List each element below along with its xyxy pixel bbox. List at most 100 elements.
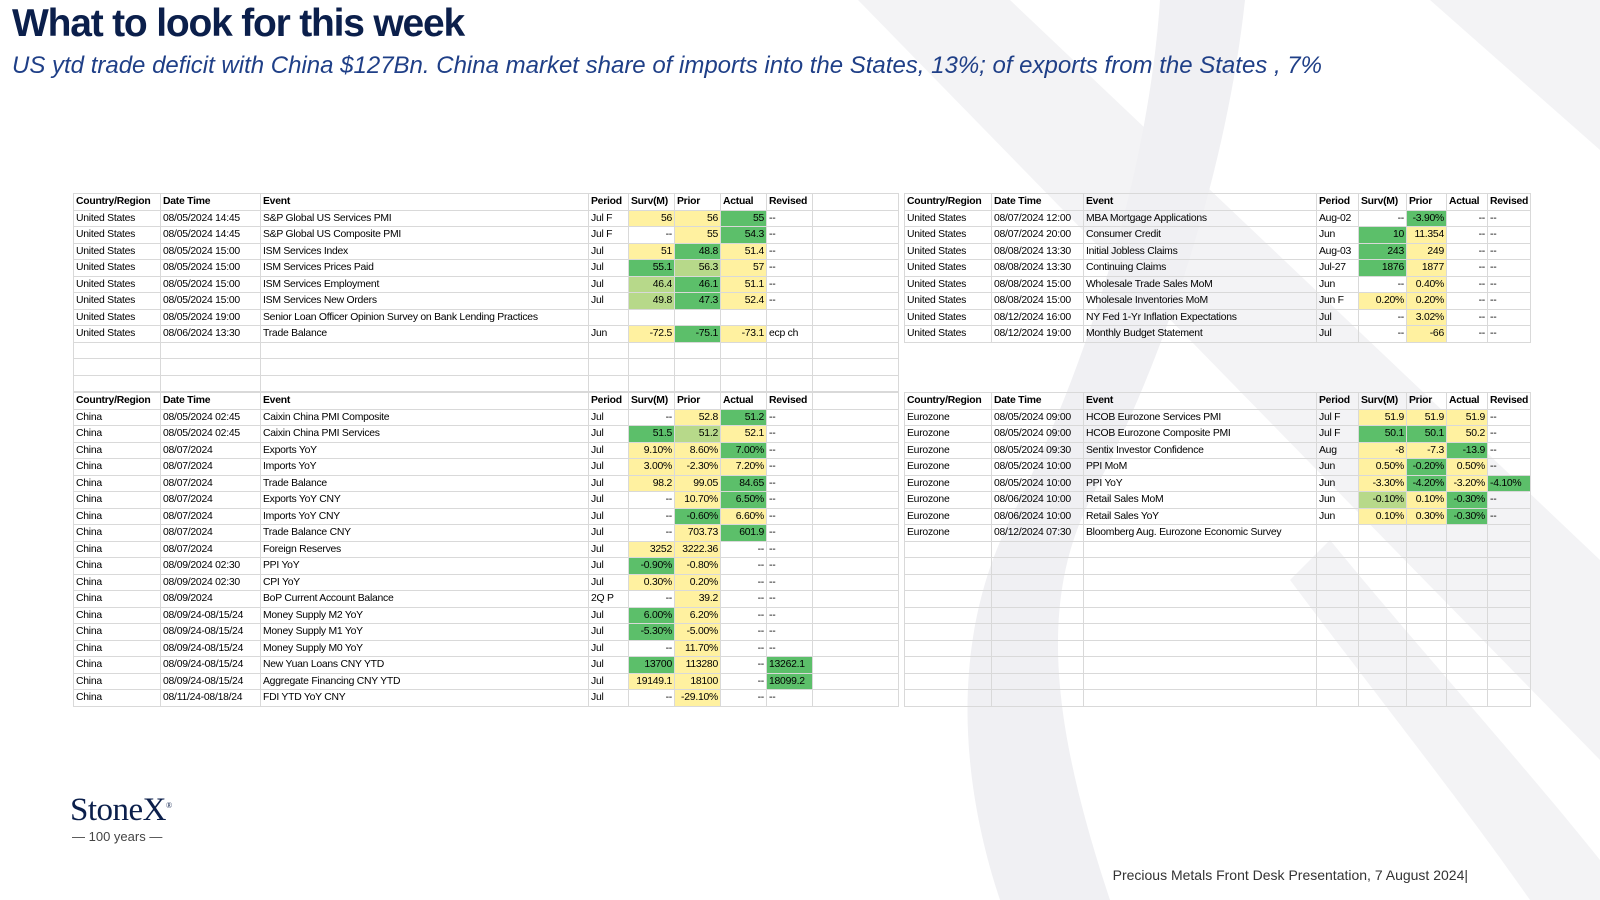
cell-dt: 08/05/2024 10:00 — [991, 458, 1084, 476]
empty-cell — [1486, 623, 1532, 641]
empty-cell — [1486, 672, 1532, 690]
cell-revised: ecp ch — [766, 325, 813, 343]
cell-surv: 1876 — [1358, 259, 1407, 277]
spacer-row — [904, 573, 1532, 591]
cell-country: United States — [904, 259, 992, 277]
cell-country: China — [73, 590, 161, 608]
cell-actual: -- — [1446, 308, 1488, 326]
cell-revised: -- — [1486, 275, 1532, 293]
empty-cell — [1446, 689, 1488, 707]
cell-prior: 249 — [1406, 242, 1447, 260]
cell-dt: 08/05/2024 14:45 — [160, 226, 261, 244]
empty-cell — [812, 458, 899, 476]
cell-prior: -5.00% — [674, 623, 721, 641]
cell-event: Money Supply M0 YoY — [260, 639, 589, 657]
empty-cell — [1358, 639, 1407, 657]
table-row: Eurozone 08/06/2024 10:00 Retail Sales MoM… — [904, 491, 1532, 509]
spacer-row — [904, 606, 1532, 624]
cell-event: Money Supply M1 YoY — [260, 623, 589, 641]
spacer-row — [73, 341, 899, 359]
empty-cell — [1358, 623, 1407, 641]
cell-dt: 08/06/2024 13:30 — [160, 325, 261, 343]
cell-revised: -- — [766, 623, 813, 641]
table-row: Eurozone 08/05/2024 09:00 HCOB Eurozone Co… — [904, 425, 1532, 443]
cell-surv: 0.50% — [1358, 458, 1407, 476]
cell-surv: -- — [628, 507, 675, 525]
cell-revised: -- — [1486, 308, 1532, 326]
column-header: Country/Region — [904, 193, 992, 211]
cell-period: Jul — [588, 292, 629, 310]
cell-event: Exports YoY — [260, 441, 589, 459]
cell-period: Jun — [1316, 474, 1359, 492]
cell-actual — [720, 308, 767, 326]
empty-cell — [812, 408, 899, 426]
cell-prior: 51.2 — [674, 425, 721, 443]
cell-event: Retail Sales MoM — [1083, 491, 1317, 509]
cell-prior: 0.40% — [1406, 275, 1447, 293]
table-row: China 08/11/24-08/18/24 FDI YTD YoY CNY Jul… — [73, 689, 899, 707]
cell-country: Eurozone — [904, 458, 992, 476]
cell-revised: -- — [1486, 408, 1532, 426]
table-row: United States 08/12/2024 19:00 Monthly Bud… — [904, 325, 1532, 343]
column-header: Country/Region — [73, 392, 161, 410]
cell-dt: 08/06/2024 10:00 — [991, 491, 1084, 509]
cell-country: United States — [904, 275, 992, 293]
empty-cell — [812, 672, 899, 690]
cell-event: BoP Current Account Balance — [260, 590, 589, 608]
empty-cell — [73, 341, 161, 359]
cell-period: Jun — [1316, 491, 1359, 509]
cell-revised: -- — [1486, 242, 1532, 260]
empty-cell — [904, 623, 992, 641]
column-header: Period — [1316, 193, 1359, 211]
cell-actual: -- — [1446, 226, 1488, 244]
cell-surv: -3.30% — [1358, 474, 1407, 492]
cell-revised: -- — [766, 606, 813, 624]
table-row: China 08/09/24-08/15/24 Money Supply M1 Yo… — [73, 623, 899, 641]
empty-cell — [1446, 623, 1488, 641]
cell-dt: 08/08/2024 13:30 — [991, 242, 1084, 260]
empty-cell — [991, 639, 1084, 657]
cell-prior — [1406, 524, 1447, 542]
empty-cell — [160, 341, 261, 359]
empty-cell — [160, 374, 261, 392]
empty-cell — [1406, 590, 1447, 608]
empty-cell — [812, 374, 899, 392]
cell-revised: -- — [766, 689, 813, 707]
cell-period — [1316, 524, 1359, 542]
logo-wordmark: StoneX® — [70, 792, 172, 828]
cell-actual: 52.4 — [720, 292, 767, 310]
empty-cell — [1083, 590, 1317, 608]
cell-event: FDI YTD YoY CNY — [260, 689, 589, 707]
cell-country: United States — [904, 292, 992, 310]
empty-cell — [628, 341, 675, 359]
empty-cell — [991, 573, 1084, 591]
empty-cell — [1083, 606, 1317, 624]
cell-actual: 6.50% — [720, 491, 767, 509]
table-header-row: Country/Region Date Time Event Period Surv(M… — [73, 392, 899, 410]
cell-revised: -- — [766, 441, 813, 459]
page-title: What to look for this week — [12, 2, 465, 45]
empty-cell — [904, 590, 992, 608]
column-header: Date Time — [991, 193, 1084, 211]
cell-period: Jul — [588, 408, 629, 426]
cell-period: Jul — [588, 639, 629, 657]
cell-event: Trade Balance — [260, 325, 589, 343]
cell-surv: -72.5 — [628, 325, 675, 343]
cell-period — [588, 308, 629, 326]
cell-actual: -- — [720, 540, 767, 558]
empty-cell — [991, 590, 1084, 608]
cell-country: United States — [904, 242, 992, 260]
cell-country: China — [73, 458, 161, 476]
spacer-row — [904, 689, 1532, 707]
empty-cell — [1083, 672, 1317, 690]
table-row: China 08/07/2024 Trade Balance CNY Jul -- 703… — [73, 524, 899, 542]
cell-country: China — [73, 507, 161, 525]
empty-cell — [1486, 557, 1532, 575]
table-row: United States 08/05/2024 19:00 Senior Loan… — [73, 308, 899, 326]
cell-actual: 601.9 — [720, 524, 767, 542]
cell-period: Jul — [588, 672, 629, 690]
cell-actual: -- — [1446, 242, 1488, 260]
cell-period: Jul — [588, 656, 629, 674]
cell-period: Jul — [588, 458, 629, 476]
cell-period: Jul — [588, 689, 629, 707]
